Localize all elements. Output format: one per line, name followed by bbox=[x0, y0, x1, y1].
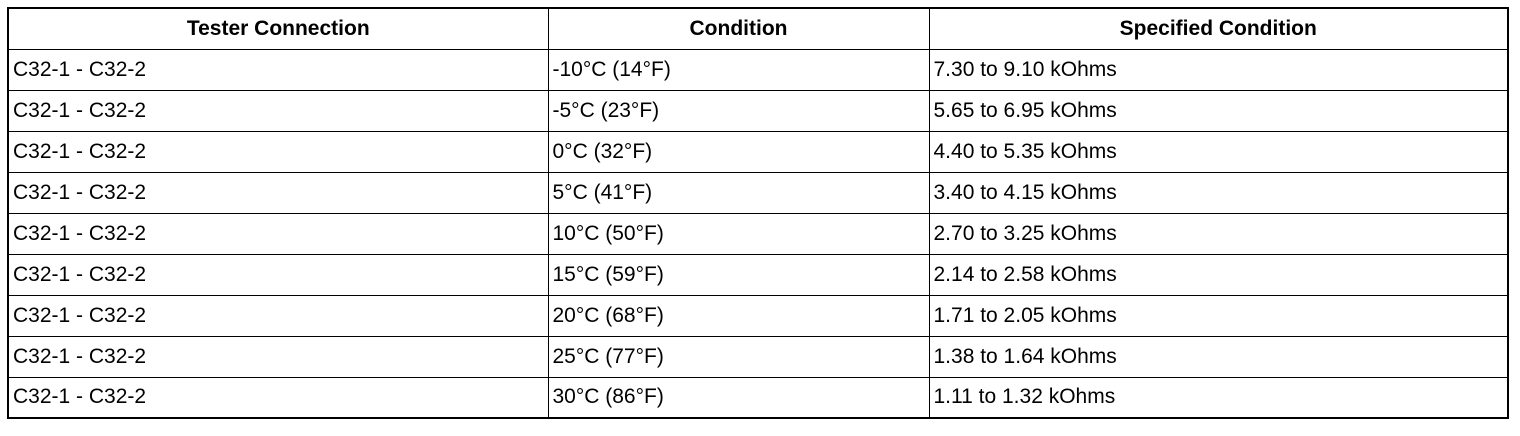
header-cell: Tester Connection bbox=[7, 7, 549, 50]
table-body: C32-1 - C32-2 -10°C (14°F) 7.30 to 9.10 kO… bbox=[7, 48, 1509, 419]
table-cell: 7.30 to 9.10 kOhms bbox=[928, 48, 1509, 91]
table-cell: 1.11 to 1.32 kOhms bbox=[928, 376, 1509, 419]
table-cell: 2.14 to 2.58 kOhms bbox=[928, 253, 1509, 296]
table-row: C32-1 - C32-2 0°C (32°F) 4.40 to 5.35 kOhm… bbox=[7, 130, 1509, 173]
table-cell: 4.40 to 5.35 kOhms bbox=[928, 130, 1509, 173]
table-row: C32-1 - C32-2 -10°C (14°F) 7.30 to 9.10 kO… bbox=[7, 48, 1509, 91]
table-cell: 25°C (77°F) bbox=[547, 335, 930, 378]
table-cell: 1.38 to 1.64 kOhms bbox=[928, 335, 1509, 378]
table-cell: 30°C (86°F) bbox=[547, 376, 930, 419]
header-cell: Condition bbox=[547, 7, 930, 50]
table-cell: C32-1 - C32-2 bbox=[7, 212, 549, 255]
table-container: Tester Connection Condition Specified Cond… bbox=[7, 7, 1509, 419]
table-row: C32-1 - C32-2 20°C (68°F) 1.71 to 2.05 kOh… bbox=[7, 294, 1509, 337]
table-cell: 1.71 to 2.05 kOhms bbox=[928, 294, 1509, 337]
table-cell: 15°C (59°F) bbox=[547, 253, 930, 296]
table-cell: 20°C (68°F) bbox=[547, 294, 930, 337]
table-cell: 2.70 to 3.25 kOhms bbox=[928, 212, 1509, 255]
table-cell: C32-1 - C32-2 bbox=[7, 335, 549, 378]
table-cell: -5°C (23°F) bbox=[547, 89, 930, 132]
table-cell: 0°C (32°F) bbox=[547, 130, 930, 173]
table-cell: C32-1 - C32-2 bbox=[7, 171, 549, 214]
table-cell: C32-1 - C32-2 bbox=[7, 376, 549, 419]
table-cell: 5°C (41°F) bbox=[547, 171, 930, 214]
header-row: Tester Connection Condition Specified Cond… bbox=[7, 7, 1509, 50]
table-row: C32-1 - C32-2 15°C (59°F) 2.14 to 2.58 kOh… bbox=[7, 253, 1509, 296]
table-row: C32-1 - C32-2 30°C (86°F) 1.11 to 1.32 kOh… bbox=[7, 376, 1509, 419]
table-cell: C32-1 - C32-2 bbox=[7, 130, 549, 173]
table-row: C32-1 - C32-2 10°C (50°F) 2.70 to 3.25 kOh… bbox=[7, 212, 1509, 255]
table-cell: 10°C (50°F) bbox=[547, 212, 930, 255]
table-cell: C32-1 - C32-2 bbox=[7, 48, 549, 91]
table-row: C32-1 - C32-2 25°C (77°F) 1.38 to 1.64 kOh… bbox=[7, 335, 1509, 378]
table-cell: 5.65 to 6.95 kOhms bbox=[928, 89, 1509, 132]
table-row: C32-1 - C32-2 -5°C (23°F) 5.65 to 6.95 kOh… bbox=[7, 89, 1509, 132]
header-cell: Specified Condition bbox=[928, 7, 1509, 50]
table-row: C32-1 - C32-2 5°C (41°F) 3.40 to 4.15 kOhm… bbox=[7, 171, 1509, 214]
table-cell: -10°C (14°F) bbox=[547, 48, 930, 91]
spec-table: Tester Connection Condition Specified Cond… bbox=[7, 7, 1509, 419]
table-cell: 3.40 to 4.15 kOhms bbox=[928, 171, 1509, 214]
table-cell: C32-1 - C32-2 bbox=[7, 294, 549, 337]
table-cell: C32-1 - C32-2 bbox=[7, 89, 549, 132]
table-cell: C32-1 - C32-2 bbox=[7, 253, 549, 296]
